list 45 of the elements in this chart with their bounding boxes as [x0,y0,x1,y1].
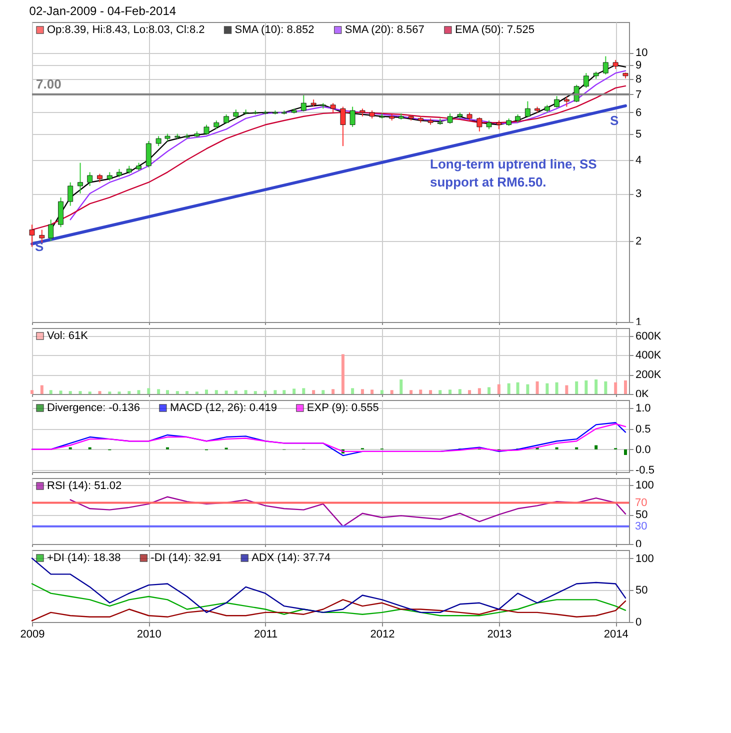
x-tick-label: 2009 [20,628,45,640]
x-tick-label: 2013 [487,628,512,640]
legend-label: RSI (14): 51.02 [47,480,122,492]
y-tick-label: 0.0 [636,444,651,456]
legend-label: Divergence: -0.136 [47,402,140,414]
ref-line-label: 7.00 [36,76,62,92]
ref-line-label: 30 [635,520,648,532]
legend-label: EMA (50): 7.525 [454,24,534,36]
x-tick-label: 2012 [370,628,395,640]
y-tick-label: 2 [636,235,642,248]
y-tick-label: 50 [636,584,648,597]
y-tick-label: 3 [636,188,642,200]
y-tick-label: 7 [636,88,642,101]
legend-label: ADX (14): 37.74 [252,552,330,564]
annotation: S [610,113,619,128]
y-tick-label: 400K [636,350,662,362]
legend-label: Op:8.39, Hi:8.43, Lo:8.03, Cl:8.2 [47,24,205,36]
legend-label: MACD (12, 26): 0.419 [170,402,277,414]
y-tick-label: 50 [636,509,648,522]
y-tick-label: 0.5 [636,423,651,436]
y-tick-label: 100 [636,552,654,565]
y-tick-label: -0.5 [636,464,654,476]
x-tick-label: 2010 [136,628,162,640]
annotation: Long-term uptrend line, SS support at RM6.50. [430,156,598,190]
y-tick-label: 8 [636,73,642,86]
y-tick-label: 200K [636,369,662,382]
legend-label: SMA (20): 8.567 [344,24,424,36]
x-tick-label: 2011 [254,628,278,640]
y-tick-label: 5 [636,128,642,140]
legend-label: Vol: 61K [47,330,89,342]
legend-label: -DI (14): 32.91 [150,552,222,564]
chart-title: 02-Jan-2009 - 04-Feb-2014 [29,4,176,18]
legend-label: EXP (9): 0.555 [306,402,379,414]
ref-line-label: 70 [635,496,648,509]
y-tick-label: 6 [636,106,642,119]
y-tick-label: 9 [636,60,642,72]
y-tick-label: 100 [636,480,654,492]
y-tick-label: 600K [636,330,662,342]
legend-label: +DI (14): 18.38 [47,552,121,564]
y-tick-label: 1.0 [636,402,651,415]
legend-label: SMA (10): 8.852 [234,24,314,36]
y-tick-label: 10 [636,47,648,60]
y-tick-label: 0 [636,616,642,628]
x-tick-label: 2014 [604,628,628,640]
y-tick-label: 4 [636,154,642,166]
